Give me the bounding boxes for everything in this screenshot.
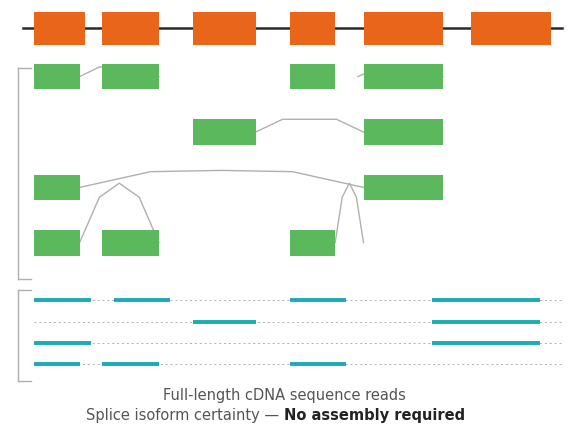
Bar xyxy=(34,175,80,200)
Bar xyxy=(34,230,80,256)
Bar xyxy=(471,12,551,45)
Bar xyxy=(193,119,256,145)
Bar xyxy=(34,64,80,89)
Bar xyxy=(364,119,443,145)
Bar xyxy=(34,12,85,45)
Bar xyxy=(193,12,256,45)
Bar xyxy=(102,64,159,89)
Bar xyxy=(290,64,335,89)
Text: Splice isoform certainty —: Splice isoform certainty — xyxy=(86,408,284,423)
Bar xyxy=(364,12,443,45)
Bar xyxy=(102,12,159,45)
Bar xyxy=(364,64,443,89)
Bar xyxy=(364,175,443,200)
Bar xyxy=(290,12,335,45)
Text: No assembly required: No assembly required xyxy=(284,408,465,423)
Bar xyxy=(102,230,159,256)
Bar xyxy=(290,230,335,256)
Text: Full-length cDNA sequence reads: Full-length cDNA sequence reads xyxy=(162,388,406,403)
